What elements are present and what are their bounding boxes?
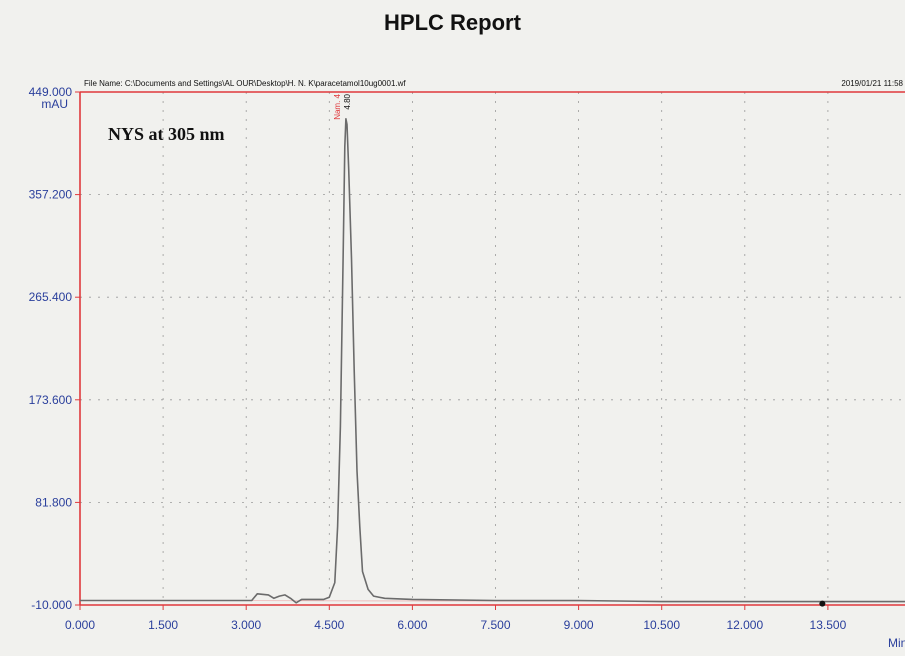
y-tick-label: 81.800 — [35, 495, 72, 509]
report-title: HPLC Report — [384, 10, 521, 35]
x-tick-label: 0.000 — [65, 618, 95, 632]
x-tick-label: 9.000 — [564, 618, 594, 632]
y-tick-label: 357.200 — [29, 188, 73, 202]
report-date: 2019/01/21 11:58 — [841, 79, 903, 88]
x-axis-label: Min — [888, 636, 905, 650]
y-tick-label: 173.600 — [29, 393, 73, 407]
y-tick-label: 449.000 — [29, 85, 73, 99]
y-tick-label: 265.400 — [29, 290, 73, 304]
x-tick-label: 6.000 — [397, 618, 427, 632]
x-tick-label: 7.500 — [480, 618, 510, 632]
wavelength-annotation: NYS at 305 nm — [108, 124, 225, 144]
y-axis-label: mAU — [41, 97, 68, 111]
x-tick-label: 3.000 — [231, 618, 261, 632]
peak-retention-label: 4.80 — [343, 93, 352, 109]
chromatogram-trace — [80, 118, 905, 604]
y-tick-label: -10.000 — [31, 598, 72, 612]
x-tick-label: 4.500 — [314, 618, 344, 632]
baseline-dot-marker — [819, 600, 826, 607]
file-name-label: File Name: C:\Documents and Settings\AL … — [84, 79, 406, 88]
peak-name-label: Nam. 4 — [333, 93, 342, 119]
x-tick-label: 13.500 — [810, 618, 847, 632]
x-tick-label: 12.000 — [726, 618, 763, 632]
x-tick-label: 1.500 — [148, 618, 178, 632]
x-tick-label: 10.500 — [643, 618, 680, 632]
